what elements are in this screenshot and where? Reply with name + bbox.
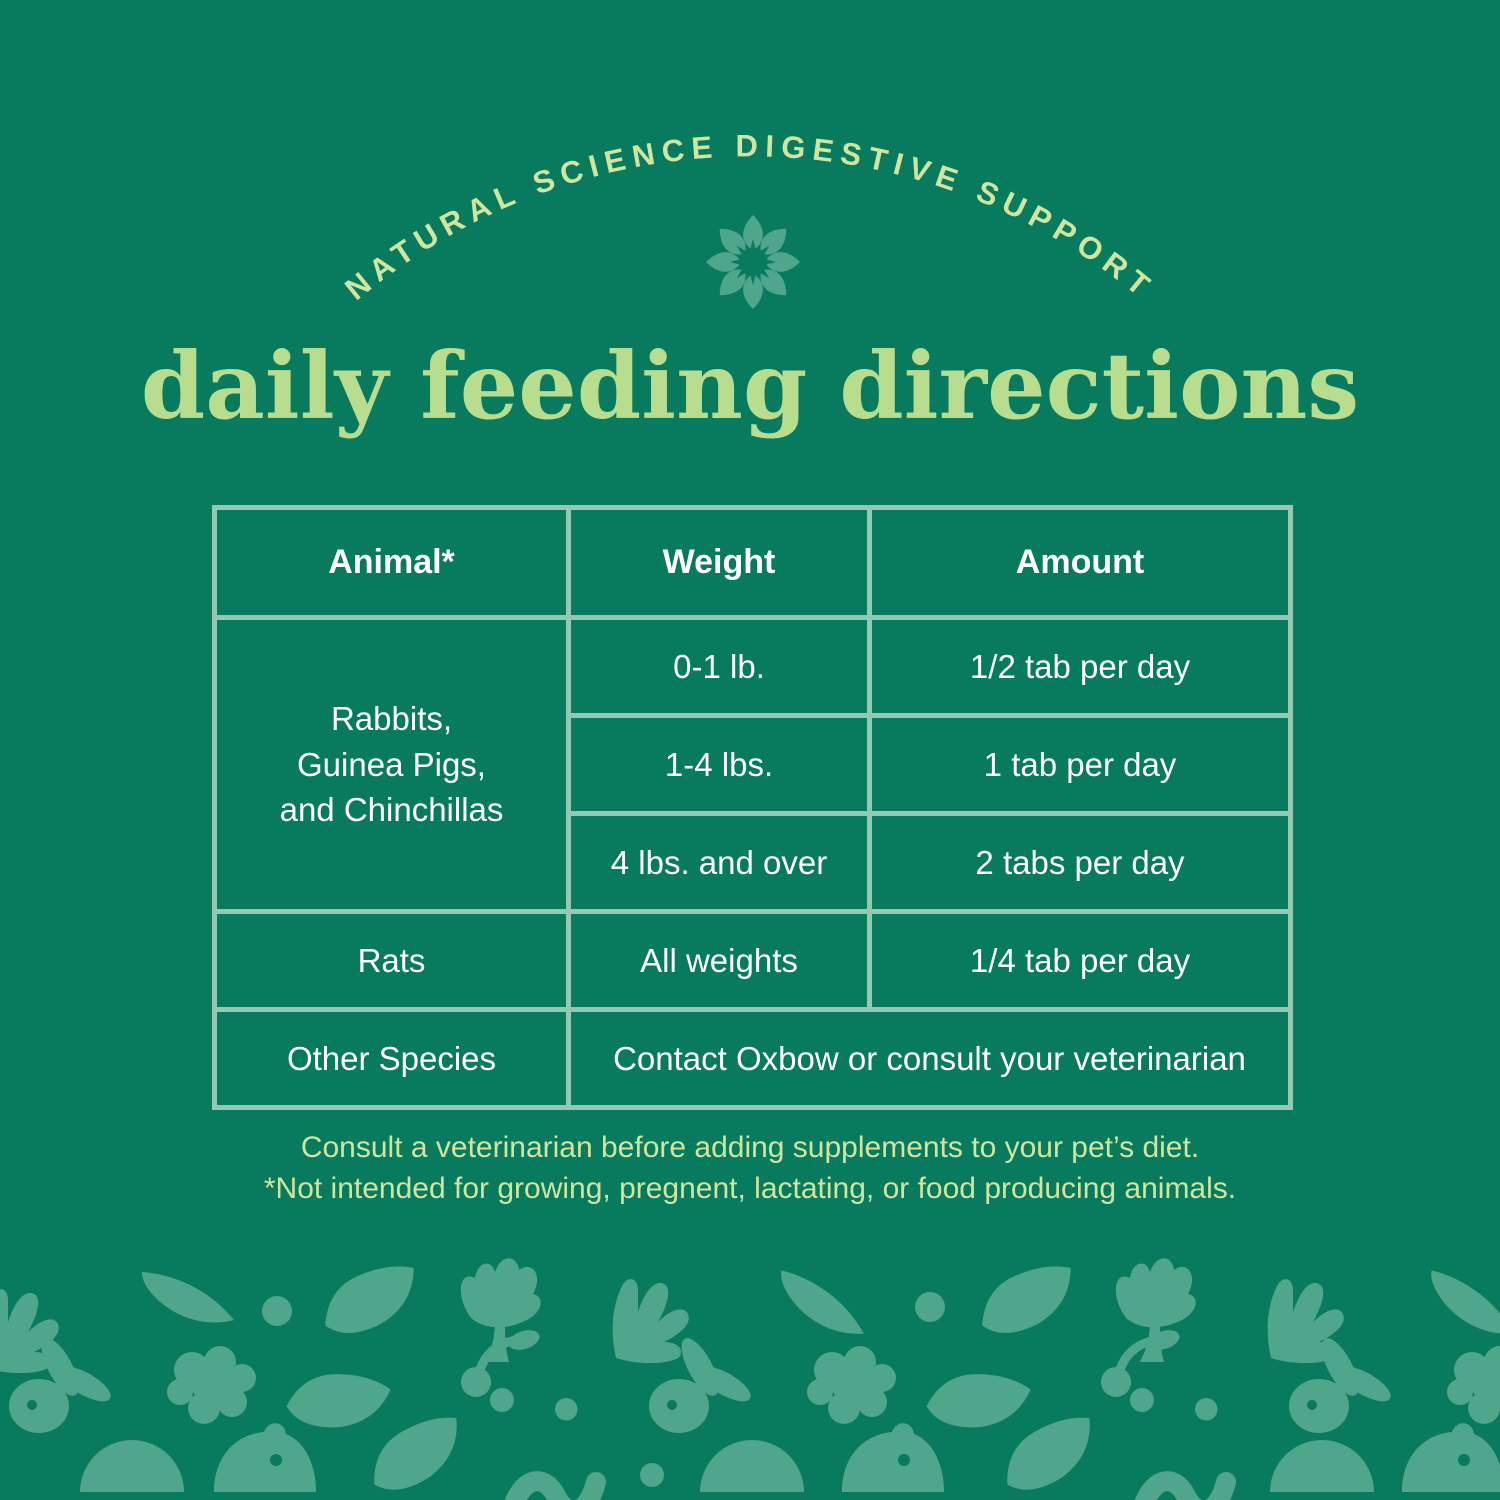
bird-motif-icon <box>1402 1423 1500 1492</box>
weight-cell-4lbs-over: 4 lbs. and over <box>566 811 872 914</box>
animal-line-3: and Chinchillas <box>279 791 504 829</box>
footnotes: Consult a veterinarian before adding sup… <box>0 1127 1500 1209</box>
squiggle-motif-icon <box>510 1481 596 1500</box>
berry-sprig-motif-icon <box>1101 1326 1182 1412</box>
table-row: Other Species Contact Oxbow or consult y… <box>212 1007 1293 1110</box>
bird-motif-icon <box>842 1423 944 1492</box>
amount-cell-half-tab: 1/2 tab per day <box>867 615 1293 718</box>
other-species-note-cell: Contact Oxbow or consult your veterinari… <box>566 1007 1293 1110</box>
footnote-not-intended: *Not intended for growing, pregnent, lac… <box>263 1172 1237 1205</box>
table-row: Rats All weights 1/4 tab per day <box>212 909 1293 1012</box>
leaf-motif-icon <box>283 1357 392 1445</box>
animal-cell-other-species: Other Species <box>212 1007 571 1110</box>
column-header-weight: Weight <box>566 505 872 620</box>
flower-blob-motif-icon <box>167 1346 256 1424</box>
table-row: 1-4 lbs. 1 tab per day <box>215 713 1293 816</box>
animal-cell-rabbits: Rabbits, Guinea Pigs, and Chinchillas <box>212 615 571 914</box>
wing-leaf-motif-icon <box>1422 1270 1500 1337</box>
hand-leaf-motif-icon <box>612 1279 689 1364</box>
wing-leaf-motif-icon <box>772 1270 873 1337</box>
dot-motif-icon <box>915 1292 945 1322</box>
leaf-motif-icon <box>976 1264 1077 1336</box>
weight-cell-0-1lb: 0-1 lb. <box>566 615 872 718</box>
table-header-row: Animal* Weight Amount <box>212 505 1293 620</box>
page-title: daily feeding directions <box>140 332 1360 440</box>
column-header-amount: Amount <box>867 505 1293 620</box>
dot-motif-icon <box>1195 1398 1218 1421</box>
footnote-consult: Consult a veterinarian before adding sup… <box>300 1131 1200 1164</box>
animal-cell-rats: Rats <box>212 909 571 1012</box>
table-row: Rabbits, Guinea Pigs, and Chinchillas 0-… <box>212 615 1293 914</box>
animal-line-2: Guinea Pigs, <box>297 745 486 783</box>
wing-leaf-motif-icon <box>142 1272 234 1323</box>
leaf-motif-icon <box>363 1414 469 1495</box>
dot-motif-icon <box>640 1463 664 1487</box>
flower-icon <box>706 215 800 309</box>
arc-heading: NATURAL SCIENCE DIGESTIVE SUPPORT <box>338 128 1154 306</box>
squiggle-motif-icon <box>1140 1481 1226 1500</box>
weight-cell-all-weights: All weights <box>566 909 872 1012</box>
dome-motif-icon <box>1270 1440 1374 1492</box>
flower-blob-motif-icon <box>1447 1346 1500 1424</box>
amount-cell-quarter-tab: 1/4 tab per day <box>867 909 1293 1012</box>
weight-cell-1-4lbs: 1-4 lbs. <box>566 713 872 816</box>
bird-motif-icon <box>214 1423 316 1492</box>
column-header-animal: Animal* <box>212 505 571 620</box>
table-row: 4 lbs. and over 2 tabs per day <box>215 811 1293 914</box>
dome-motif-icon <box>700 1440 804 1492</box>
dome-motif-icon <box>80 1440 184 1492</box>
animal-line-1: Rabbits, <box>330 700 453 738</box>
botanical-pattern <box>0 1258 1500 1500</box>
leaf-motif-icon <box>319 1264 420 1336</box>
dot-motif-icon <box>262 1296 292 1326</box>
leaf-motif-icon <box>996 1414 1102 1495</box>
feeding-table: Animal* Weight Amount Rabbits, Guinea Pi… <box>212 505 1293 1110</box>
amount-cell-1-tab: 1 tab per day <box>867 713 1293 816</box>
amount-cell-2-tabs: 2 tabs per day <box>867 811 1293 914</box>
leaf-motif-icon <box>923 1357 1032 1445</box>
flower-blob-motif-icon <box>807 1346 896 1424</box>
dot-motif-icon <box>555 1398 578 1421</box>
